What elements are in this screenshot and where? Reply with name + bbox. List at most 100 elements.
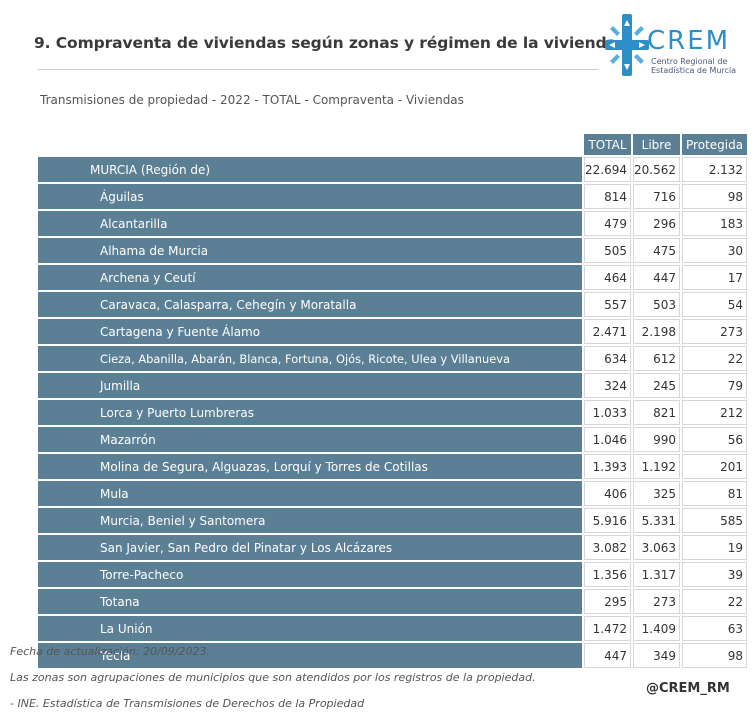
value-total: 22.694: [584, 157, 631, 182]
logo-subtitle-line-2: Estadística de Murcia: [651, 66, 737, 75]
value-protegida: 54: [682, 292, 748, 317]
zone-name: Jumilla: [38, 373, 582, 398]
value-total: 557: [584, 292, 631, 317]
zone-name: Cartagena y Fuente Álamo: [38, 319, 582, 344]
table-row: Murcia, Beniel y Santomera 5.916 5.331 5…: [38, 508, 748, 533]
table-row: Águilas 814 716 98: [38, 184, 748, 209]
zone-name: Molina de Segura, Alguazas, Lorquí y Tor…: [38, 454, 582, 479]
table-row: Cieza, Abanilla, Abarán, Blanca, Fortuna…: [38, 346, 748, 371]
zone-name: San Javier, San Pedro del Pinatar y Los …: [38, 535, 582, 560]
logo-subtitle-line-1: Centro Regional de: [651, 57, 728, 66]
value-libre: 349: [633, 643, 680, 668]
zone-name: Totana: [38, 589, 582, 614]
table-header-row: TOTAL Libre Protegida: [38, 134, 748, 155]
value-libre: 325: [633, 481, 680, 506]
value-libre: 1.409: [633, 616, 680, 641]
table-row: Caravaca, Calasparra, Cehegín y Moratall…: [38, 292, 748, 317]
zone-name: Archena y Ceutí: [38, 265, 582, 290]
column-header-protegida: Protegida: [682, 134, 748, 155]
data-table: TOTAL Libre Protegida MURCIA (Región de)…: [36, 132, 749, 670]
column-header-total: TOTAL: [584, 134, 631, 155]
value-total: 505: [584, 238, 631, 263]
value-libre: 503: [633, 292, 680, 317]
zone-name: Águilas: [38, 184, 582, 209]
value-total: 1.033: [584, 400, 631, 425]
zone-name: Alhama de Murcia: [38, 238, 582, 263]
value-libre: 1.192: [633, 454, 680, 479]
title-divider: [38, 69, 598, 70]
table-row: Cartagena y Fuente Álamo 2.471 2.198 273: [38, 319, 748, 344]
zone-name: MURCIA (Región de): [38, 157, 582, 182]
value-total: 3.082: [584, 535, 631, 560]
value-protegida: 81: [682, 481, 748, 506]
value-libre: 716: [633, 184, 680, 209]
zone-name: Mula: [38, 481, 582, 506]
table-row: Mazarrón 1.046 990 56: [38, 427, 748, 452]
value-protegida: 63: [682, 616, 748, 641]
value-total: 447: [584, 643, 631, 668]
value-protegida: 2.132: [682, 157, 748, 182]
value-protegida: 19: [682, 535, 748, 560]
zone-name: Mazarrón: [38, 427, 582, 452]
value-protegida: 22: [682, 346, 748, 371]
zone-name: Lorca y Puerto Lumbreras: [38, 400, 582, 425]
value-protegida: 98: [682, 643, 748, 668]
header-blank-cell: [38, 134, 582, 155]
value-total: 2.471: [584, 319, 631, 344]
value-protegida: 183: [682, 211, 748, 236]
value-libre: 612: [633, 346, 680, 371]
value-libre: 5.331: [633, 508, 680, 533]
table-row: Yecla 447 349 98: [38, 643, 748, 668]
value-protegida: 39: [682, 562, 748, 587]
zone-name: Alcantarilla: [38, 211, 582, 236]
table-row: MURCIA (Región de) 22.694 20.562 2.132: [38, 157, 748, 182]
logo-wordmark: CREM: [647, 26, 731, 56]
value-protegida: 98: [682, 184, 748, 209]
table-row: La Unión 1.472 1.409 63: [38, 616, 748, 641]
page-title: 9. Compraventa de viviendas según zonas …: [34, 34, 623, 52]
value-protegida: 22: [682, 589, 748, 614]
value-libre: 821: [633, 400, 680, 425]
update-date-note: Fecha de actualización: 20/09/2023.: [10, 645, 210, 658]
value-protegida: 212: [682, 400, 748, 425]
social-handle: @CREM_RM: [646, 681, 730, 696]
value-libre: 990: [633, 427, 680, 452]
value-protegida: 17: [682, 265, 748, 290]
value-protegida: 56: [682, 427, 748, 452]
value-libre: 447: [633, 265, 680, 290]
value-total: 1.356: [584, 562, 631, 587]
table-row: San Javier, San Pedro del Pinatar y Los …: [38, 535, 748, 560]
value-protegida: 79: [682, 373, 748, 398]
value-libre: 3.063: [633, 535, 680, 560]
column-header-libre: Libre: [633, 134, 680, 155]
value-total: 464: [584, 265, 631, 290]
value-libre: 245: [633, 373, 680, 398]
value-protegida: 201: [682, 454, 748, 479]
value-libre: 20.562: [633, 157, 680, 182]
value-libre: 475: [633, 238, 680, 263]
value-total: 1.393: [584, 454, 631, 479]
source-note: - INE. Estadística de Transmisiones de D…: [10, 697, 365, 710]
value-libre: 273: [633, 589, 680, 614]
zone-name: Torre-Pacheco: [38, 562, 582, 587]
value-total: 479: [584, 211, 631, 236]
value-libre: 2.198: [633, 319, 680, 344]
zones-explanation-note: Las zonas son agrupaciones de municipios…: [10, 671, 536, 684]
zone-name: Yecla: [38, 643, 582, 668]
table-row: Alcantarilla 479 296 183: [38, 211, 748, 236]
value-total: 634: [584, 346, 631, 371]
value-libre: 1.317: [633, 562, 680, 587]
value-total: 1.472: [584, 616, 631, 641]
value-libre: 296: [633, 211, 680, 236]
table-row: Alhama de Murcia 505 475 30: [38, 238, 748, 263]
value-total: 324: [584, 373, 631, 398]
table-subtitle: Transmisiones de propiedad - 2022 - TOTA…: [40, 93, 464, 107]
value-protegida: 273: [682, 319, 748, 344]
value-total: 814: [584, 184, 631, 209]
table-row: Lorca y Puerto Lumbreras 1.033 821 212: [38, 400, 748, 425]
crem-logo-icon: [605, 14, 649, 76]
value-total: 295: [584, 589, 631, 614]
value-total: 1.046: [584, 427, 631, 452]
value-total: 5.916: [584, 508, 631, 533]
value-protegida: 30: [682, 238, 748, 263]
